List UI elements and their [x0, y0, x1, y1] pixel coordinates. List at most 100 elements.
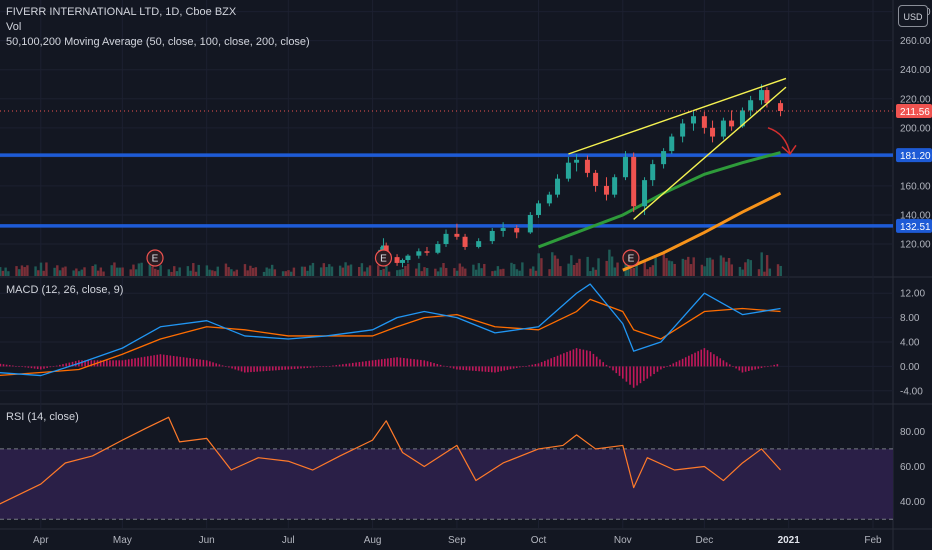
ma-100-line: [622, 191, 782, 272]
volume-bar: [325, 267, 328, 276]
macd-histogram-bar: [509, 366, 512, 370]
macd-histogram-bar: [179, 356, 182, 367]
macd-histogram-bar: [290, 366, 293, 370]
volume-bar: [711, 259, 714, 276]
earnings-marker: [622, 249, 640, 267]
volume-bar: [646, 269, 649, 276]
macd-histogram-bar: [12, 365, 14, 367]
macd-histogram-bar: [656, 366, 659, 372]
volume-bar: [303, 266, 306, 276]
candle-body: [631, 156, 637, 207]
macd-tick-label: 8.00: [900, 313, 920, 324]
macd-histogram-bar: [459, 366, 461, 370]
macd-histogram-bar: [556, 355, 559, 367]
candle-body: [701, 116, 707, 128]
macd-histogram-bar: [256, 366, 258, 372]
macd-histogram-bar: [361, 361, 364, 367]
volume-bar: [211, 270, 214, 276]
main-legend: FIVERR INTERNATIONAL LTD, 1D, Cboe BZX V…: [6, 5, 310, 50]
macd-histogram-bar: [325, 366, 328, 368]
candle-body: [691, 116, 697, 124]
price-tick-label: 160.00: [900, 181, 931, 192]
macd-histogram-bar: [629, 366, 631, 385]
volume-bar: [18, 269, 21, 276]
macd-histogram-bar: [342, 364, 344, 367]
macd-histogram-bar: [278, 366, 280, 371]
earnings-marker-label: E: [628, 254, 635, 265]
macd-histogram-bar: [296, 366, 299, 369]
volume-bar: [605, 260, 608, 276]
volume-bar: [684, 259, 687, 276]
wedge-lower-line: [633, 86, 787, 220]
volume-bar: [349, 264, 353, 276]
volume-bar: [56, 265, 59, 276]
volume-bar: [689, 264, 693, 276]
volume-bar: [551, 252, 554, 276]
volume-bar: [140, 262, 143, 276]
volume-bar: [665, 258, 668, 276]
macd-histogram-bar: [293, 366, 296, 369]
currency-button[interactable]: USD: [898, 5, 928, 27]
macd-histogram-bar: [121, 360, 124, 367]
volume-bar: [45, 262, 48, 276]
volume-bar: [483, 263, 486, 276]
volume-bar: [227, 267, 230, 276]
volume-bar: [330, 266, 334, 276]
macd-histogram-bar: [84, 360, 86, 367]
volume-bar: [401, 268, 404, 276]
macd-histogram-bar: [436, 363, 439, 367]
volume-bar: [442, 262, 445, 276]
volume-bar: [496, 266, 500, 276]
candle-body: [642, 180, 648, 207]
volume-bar: [537, 253, 540, 276]
macd-histogram-bar: [71, 361, 74, 367]
candle-body: [603, 185, 609, 195]
macd-histogram-bar: [189, 358, 191, 367]
macd-histogram-bar: [713, 354, 715, 367]
time-axis-label: Sep: [448, 535, 466, 546]
macd-histogram-bar: [59, 364, 61, 367]
macd-histogram-bar: [612, 366, 614, 371]
volume-bar: [4, 267, 7, 276]
volume-bar: [610, 256, 614, 276]
volume-bar: [763, 271, 766, 276]
candle-body: [669, 136, 675, 152]
macd-histogram-bar: [773, 364, 775, 367]
macd-histogram-bar: [605, 364, 608, 367]
macd-histogram-bar: [146, 356, 149, 367]
macd-histogram-bar: [237, 366, 240, 371]
rsi-band: [0, 448, 893, 520]
macd-histogram-bar: [374, 359, 377, 367]
macd-histogram-bar: [481, 366, 484, 372]
macd-histogram-bar: [531, 364, 534, 367]
macd-histogram-bar: [694, 352, 696, 367]
macd-histogram-bar: [118, 360, 121, 367]
macd-legend: MACD (12, 26, close, 9): [6, 283, 123, 298]
macd-histogram-bar: [166, 355, 168, 367]
volume-bar: [387, 271, 391, 276]
volume-bar: [341, 267, 345, 276]
macd-histogram-bar: [300, 366, 302, 369]
macd-histogram-bar: [522, 366, 524, 368]
candle-body: [739, 110, 745, 127]
volume-bar: [246, 270, 249, 276]
volume-bar: [779, 265, 782, 276]
volume-bar: [273, 269, 277, 276]
volume-bar: [768, 268, 772, 276]
macd-histogram-bar: [484, 366, 487, 372]
macd-histogram-bar: [348, 363, 351, 367]
volume-bar: [515, 269, 519, 276]
volume-bar: [464, 268, 467, 276]
time-axis-label: Jul: [282, 535, 295, 546]
macd-histogram-bar: [585, 350, 588, 367]
macd-histogram-bar: [735, 366, 737, 369]
volume-bar: [118, 267, 122, 276]
macd-histogram-bar: [547, 359, 549, 367]
macd-histogram-bar: [265, 366, 268, 371]
macd-histogram-bar: [475, 366, 477, 371]
macd-histogram-bar: [182, 357, 185, 367]
volume-bar: [651, 265, 655, 276]
volume-bar: [458, 263, 462, 276]
candle-body: [527, 214, 533, 233]
volume-bar: [425, 267, 429, 276]
